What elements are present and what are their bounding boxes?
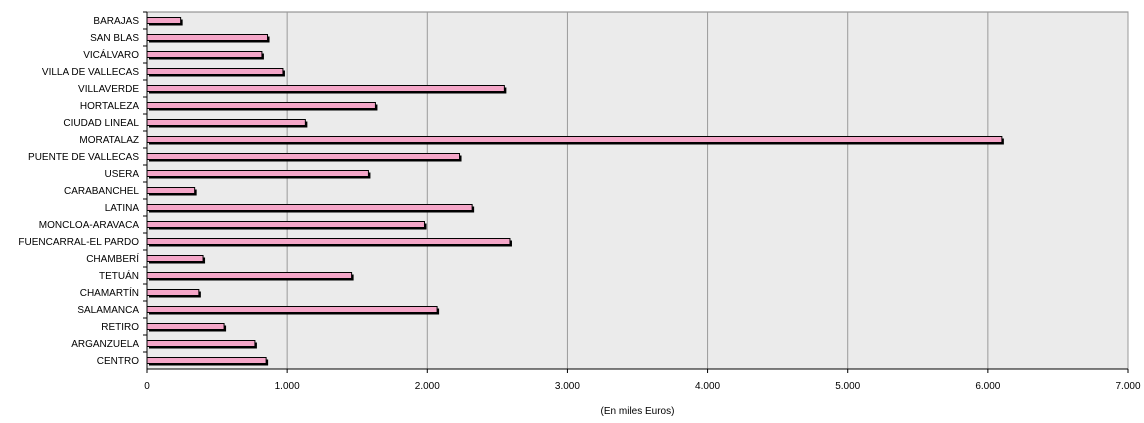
x-tick-label: 2.000 (415, 381, 440, 392)
bars (146, 17, 1004, 366)
bar (146, 204, 473, 211)
bar (146, 272, 353, 279)
y-tick-label: CENTRO (97, 356, 139, 367)
plot-area-group: BARAJAS SAN BLAS VICÁLVARO VILLA DE VALLECA… (18, 11, 1141, 392)
y-tick-label: CHAMARTÍN (80, 286, 139, 299)
y-axis-labels: BARAJAS SAN BLAS VICÁLVARO VILLA DE VALLECA… (18, 11, 147, 367)
bar (146, 187, 196, 194)
bar (146, 68, 284, 75)
x-tick-label: 1.000 (275, 381, 300, 392)
y-tick-label: FUENCARRAL-EL PARDO (18, 237, 139, 248)
y-tick-label: SAN BLAS (90, 33, 139, 44)
y-tick-label: MORATALAZ (79, 135, 139, 146)
y-tick-label: VILLAVERDE (78, 84, 139, 95)
y-tick-label: VICÁLVARO (83, 48, 139, 61)
y-tick-label: RETIRO (101, 322, 139, 333)
x-tick-label: 3.000 (555, 381, 580, 392)
x-tick-label: 4.000 (695, 381, 720, 392)
bar (146, 357, 267, 364)
bar (146, 102, 376, 109)
bar (146, 306, 438, 313)
y-tick-label: CHAMBERÍ (86, 252, 139, 265)
bar (146, 34, 269, 41)
x-axis-labels: 0 1.000 2.000 3.000 4.000 5.000 6.000 7.000 (144, 369, 1141, 392)
y-tick-label: CIUDAD LINEAL (63, 118, 139, 129)
bar (146, 51, 263, 58)
y-tick-label: PUENTE DE VALLECAS (28, 152, 139, 163)
x-tick-label: 5.000 (835, 381, 860, 392)
y-tick-label: VILLA DE VALLECAS (42, 67, 139, 78)
bar (146, 136, 1003, 143)
bar (146, 323, 225, 330)
y-tick-label: TETUÁN (99, 269, 139, 282)
bar (146, 17, 182, 24)
bar (146, 170, 369, 177)
y-tick-label: MONCLOA-ARAVACA (39, 220, 140, 231)
x-tick-label: 0 (144, 381, 150, 392)
y-tick-label: HORTALEZA (80, 101, 139, 112)
bar (146, 340, 256, 347)
axes (146, 12, 1128, 370)
bar (146, 85, 505, 92)
x-axis-title: (En miles Euros) (601, 406, 675, 417)
y-tick-label: SALAMANCA (77, 305, 139, 316)
x-tick-label: 7.000 (1115, 381, 1140, 392)
gridlines (286, 12, 1129, 369)
y-tick-label: ARGANZUELA (71, 339, 139, 350)
x-tick-label: 6.000 (975, 381, 1000, 392)
bar (146, 119, 306, 126)
bar (146, 221, 425, 228)
bar (146, 289, 200, 296)
plot-area (146, 11, 1129, 370)
bar (146, 153, 461, 160)
y-tick-label: BARAJAS (93, 16, 139, 27)
bar (146, 255, 204, 262)
bar (146, 238, 511, 245)
y-tick-label: CARABANCHEL (64, 186, 139, 197)
y-tick-label: USERA (105, 169, 140, 180)
y-tick-label: LATINA (105, 203, 140, 214)
